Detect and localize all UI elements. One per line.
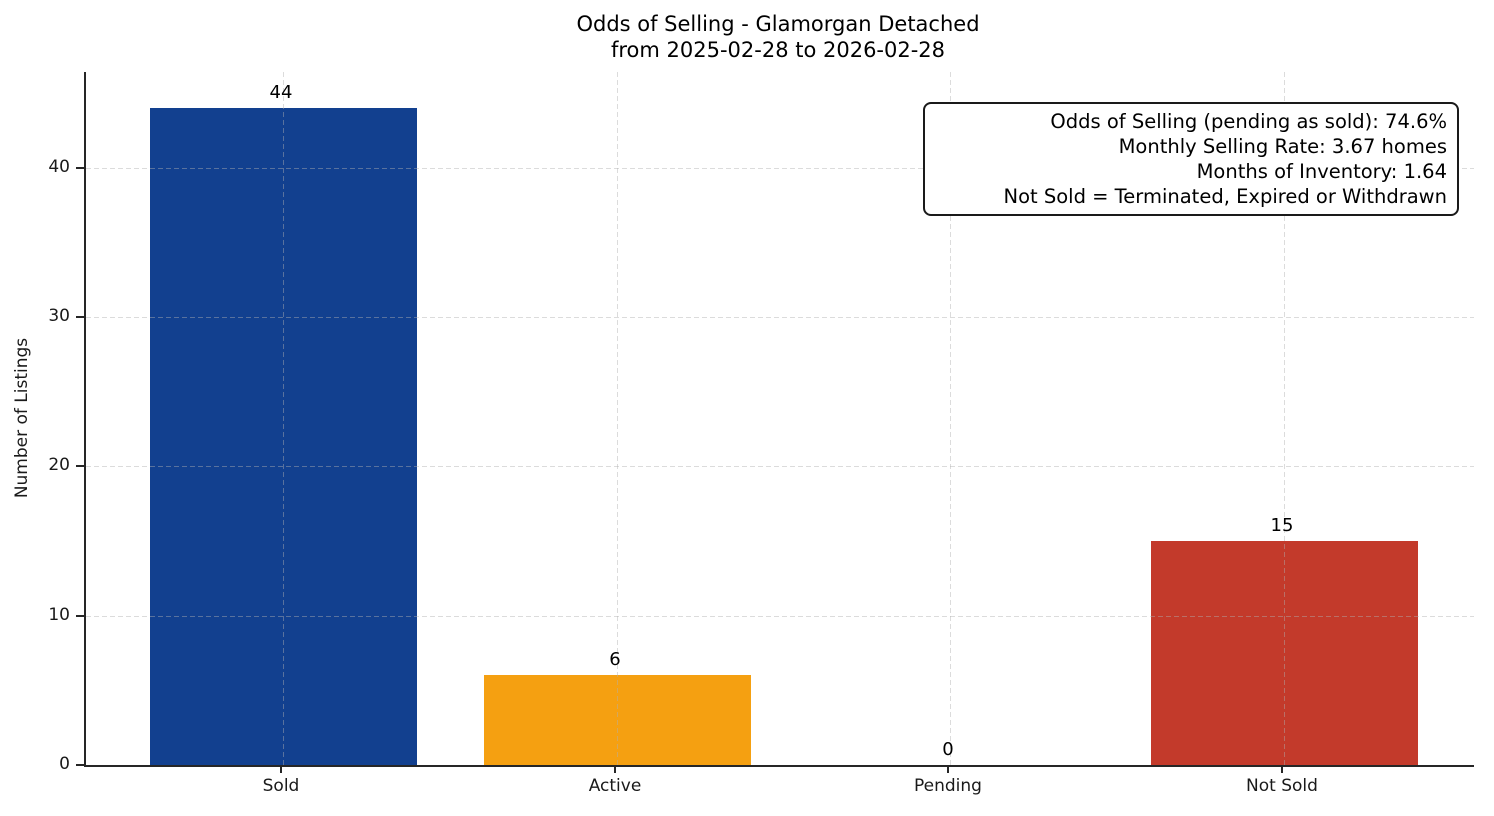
bar-active	[483, 675, 751, 765]
y-tick-mark	[76, 614, 84, 617]
y-tick-label: 40	[48, 156, 70, 177]
gridline-horizontal	[86, 466, 1474, 468]
x-tick-mark	[1281, 765, 1283, 773]
y-tick-label: 0	[59, 754, 70, 774]
gridline-vertical	[950, 72, 951, 765]
bar-value-label: 0	[942, 739, 954, 760]
y-tick-mark	[76, 166, 84, 169]
x-tick-label-active: Active	[588, 776, 642, 796]
x-tick-mark	[614, 765, 616, 773]
y-tick-label: 30	[48, 305, 70, 326]
annotation-line-4: Not Sold = Terminated, Expired or Withdr…	[1003, 185, 1447, 208]
annotation-line-3: Months of Inventory: 1.64	[1196, 160, 1447, 183]
x-tick-label-not-sold: Not Sold	[1246, 776, 1318, 796]
bar-sold	[149, 107, 417, 765]
gridline-horizontal	[86, 615, 1474, 617]
y-tick-label: 10	[48, 604, 70, 625]
plot-area	[84, 72, 1474, 767]
y-tick-mark	[76, 315, 84, 318]
x-tick-label-pending: Pending	[914, 776, 982, 796]
bar-value-label: 6	[609, 649, 621, 671]
chart-subtitle: from 2025-02-28 to 2026-02-28	[610, 38, 946, 62]
annotation-line-2: Monthly Selling Rate: 3.67 homes	[1118, 135, 1447, 158]
bar-value-label: 44	[269, 81, 293, 103]
annotation-line-1: Odds of Selling (pending as sold): 74.6%	[1050, 110, 1447, 133]
bar-not-sold	[1150, 540, 1418, 765]
x-tick-mark	[280, 765, 282, 773]
gridline-horizontal	[86, 316, 1474, 318]
gridline-vertical	[1284, 72, 1285, 765]
x-tick-label-sold: Sold	[262, 776, 300, 796]
y-tick-label: 20	[48, 455, 70, 476]
y-tick-mark	[76, 465, 84, 468]
y-tick-mark	[76, 764, 84, 766]
bar-value-label: 15	[1270, 514, 1294, 536]
chart-title: Odds of Selling - Glamorgan Detached	[576, 12, 980, 36]
gridline-horizontal	[86, 167, 1474, 169]
annotation-box: Odds of Selling (pending as sold): 74.6%…	[923, 102, 1459, 216]
gridline-vertical	[617, 72, 618, 765]
gridline-vertical	[283, 72, 284, 765]
x-tick-mark	[947, 765, 949, 773]
